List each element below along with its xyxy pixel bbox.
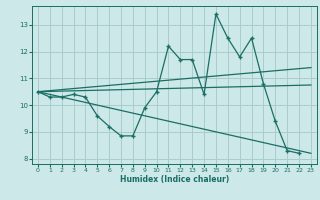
X-axis label: Humidex (Indice chaleur): Humidex (Indice chaleur) [120, 175, 229, 184]
